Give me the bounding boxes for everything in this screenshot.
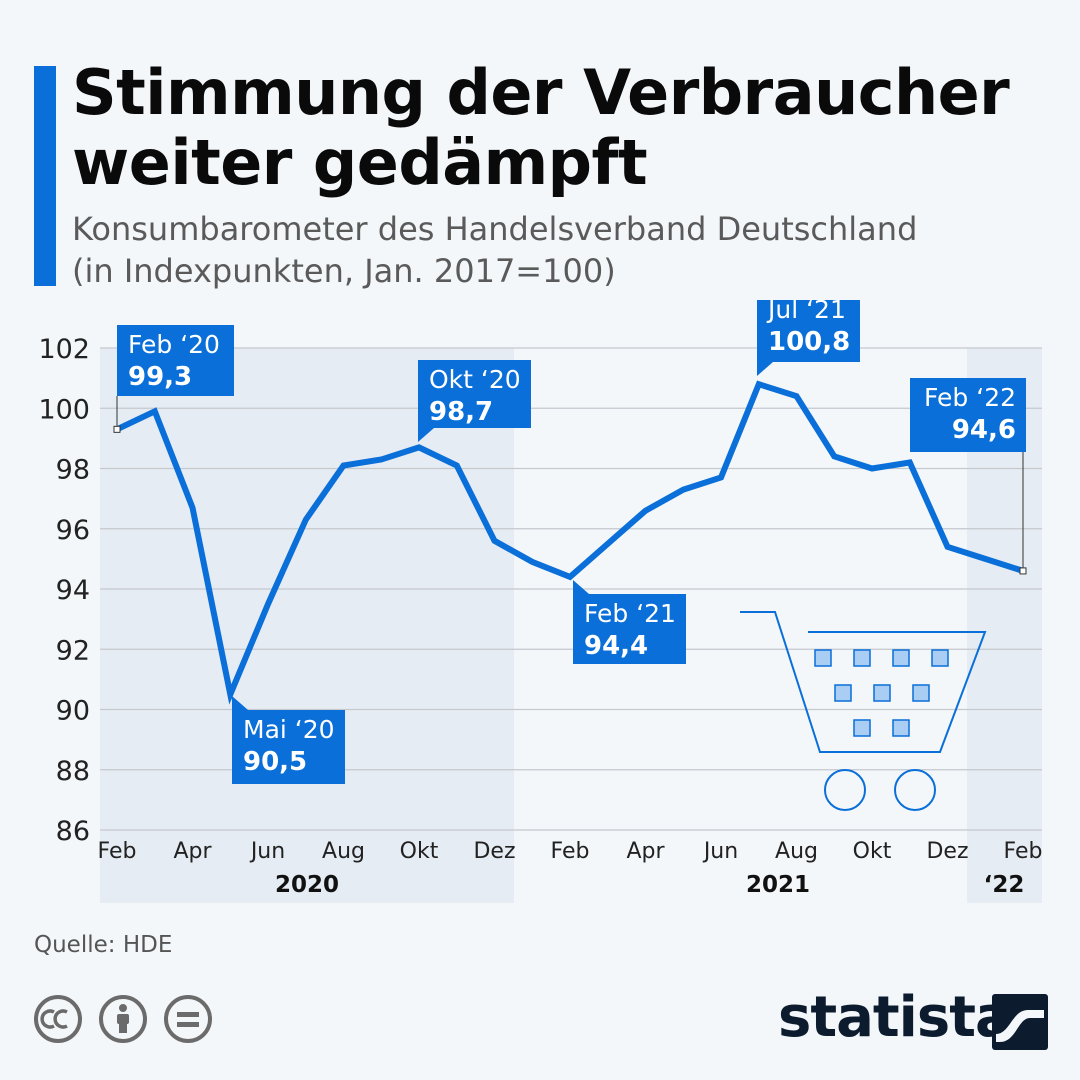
year-label: 2021 — [746, 872, 810, 898]
cart-item — [853, 649, 871, 667]
cart-wheel — [824, 769, 866, 811]
y-axis-ticks: 86 88 90 92 94 96 98 100 102 — [38, 334, 90, 847]
cart-item — [892, 649, 910, 667]
x-tick-label: Apr — [626, 839, 665, 864]
license-icons[interactable] — [34, 995, 224, 1045]
annotation-label: Okt ‘20 — [429, 365, 521, 394]
series-line-path — [115, 380, 1024, 705]
annotation-pointer — [232, 696, 248, 710]
x-tick-label: Jun — [702, 839, 738, 864]
subtitle-line-2: (in Indexpunkten, Jan. 2017=100) — [72, 252, 616, 290]
x-tick-label: Feb — [1004, 839, 1043, 864]
cart-item — [912, 684, 930, 702]
nd-icon[interactable] — [164, 995, 212, 1043]
y-tick-label: 90 — [56, 696, 90, 727]
statista-logo-icon — [992, 994, 1048, 1050]
cart-item — [853, 719, 871, 737]
annotation-callout: Jul ‘21 100,8 — [757, 300, 860, 376]
annotation-box — [117, 325, 234, 396]
annotation-pointer — [418, 428, 434, 442]
annotation-label: Feb ‘20 — [128, 330, 220, 359]
subtitle-line-1: Konsumbarometer des Handelsverband Deuts… — [72, 210, 918, 248]
annotation-box — [573, 594, 686, 664]
annotation-box — [418, 360, 531, 428]
cart-item — [834, 684, 852, 702]
cart-wheel — [894, 769, 936, 811]
y-tick-label: 98 — [56, 455, 90, 486]
annotation-box — [910, 378, 1026, 452]
annotation-box — [757, 300, 860, 362]
x-tick-label: Feb — [551, 839, 590, 864]
annotation-value: 100,8 — [768, 327, 850, 357]
annotation-marker — [113, 425, 121, 433]
x-axis-ticks: Feb Apr Jun Aug Okt Dez Feb Apr Jun Aug Okt Dez Feb — [98, 839, 1043, 864]
x-tick-label: Aug — [775, 839, 818, 864]
annotation-label: Jul ‘21 — [766, 300, 846, 324]
year-labels: 2020 2021 ‘22 — [275, 872, 1024, 898]
series-line — [115, 380, 1024, 705]
x-tick-label: Jun — [249, 839, 285, 864]
x-tick-label: Apr — [173, 839, 212, 864]
year-label: ‘22 — [984, 872, 1025, 898]
annotation-value: 99,3 — [128, 362, 192, 392]
x-tick-label: Dez — [473, 839, 515, 864]
cart-item — [814, 649, 832, 667]
x-tick-label: Dez — [926, 839, 968, 864]
annotation-value: 94,6 — [952, 415, 1016, 445]
annotation-value: 94,4 — [584, 631, 648, 661]
cart-body — [740, 611, 987, 753]
annotation-pointer — [757, 362, 773, 376]
annotation-callout: Feb ‘20 99,3 — [113, 325, 234, 433]
y-tick-label: 100 — [38, 394, 90, 425]
y-tick-label: 86 — [56, 816, 90, 847]
cart-item — [892, 719, 910, 737]
cc-icon[interactable] — [34, 995, 82, 1043]
annotation-value: 98,7 — [429, 397, 493, 427]
x-tick-label: Feb — [98, 839, 137, 864]
y-tick-label: 96 — [56, 515, 90, 546]
year-shading — [100, 348, 1042, 903]
x-tick-label: Okt — [853, 839, 892, 864]
x-tick-label: Okt — [400, 839, 439, 864]
accent-bar — [34, 66, 56, 286]
annotation-label: Feb ‘22 — [924, 383, 1016, 412]
annotation-callout: Feb ‘21 94,4 — [573, 580, 686, 664]
x-tick-label: Aug — [322, 839, 365, 864]
annotation-callout: Feb ‘22 94,6 — [910, 378, 1027, 575]
annotation-label: Feb ‘21 — [584, 599, 676, 628]
statista-logo[interactable]: statista — [778, 985, 1013, 1050]
y-tick-label: 94 — [56, 575, 90, 606]
page-title: Stimmung der Verbraucher weiter gedämpft — [72, 56, 1010, 199]
y-tick-label: 92 — [56, 635, 90, 666]
annotation-pointer — [573, 580, 589, 594]
by-icon[interactable] — [99, 995, 147, 1043]
y-tick-label: 88 — [56, 756, 90, 787]
year-label: 2020 — [275, 872, 339, 898]
cart-item — [931, 649, 949, 667]
annotation-callout: Mai ‘20 90,5 — [232, 696, 345, 784]
annotation-value: 90,5 — [243, 747, 307, 777]
annotation-box — [232, 710, 345, 784]
page-subtitle: Konsumbarometer des Handelsverband Deuts… — [72, 208, 1062, 292]
y-tick-label: 102 — [38, 334, 90, 365]
shopping-cart-icon — [740, 611, 987, 811]
annotation-callout: Okt ‘20 98,7 — [418, 360, 531, 442]
annotation-marker — [1019, 567, 1027, 575]
cart-item — [873, 684, 891, 702]
annotation-label: Mai ‘20 — [243, 715, 335, 744]
annotations: Feb ‘20 99,3 Mai ‘20 90,5 Okt ‘20 98,7 Feb ‘21… — [113, 300, 1027, 784]
source-note: Quelle: HDE — [34, 932, 173, 958]
